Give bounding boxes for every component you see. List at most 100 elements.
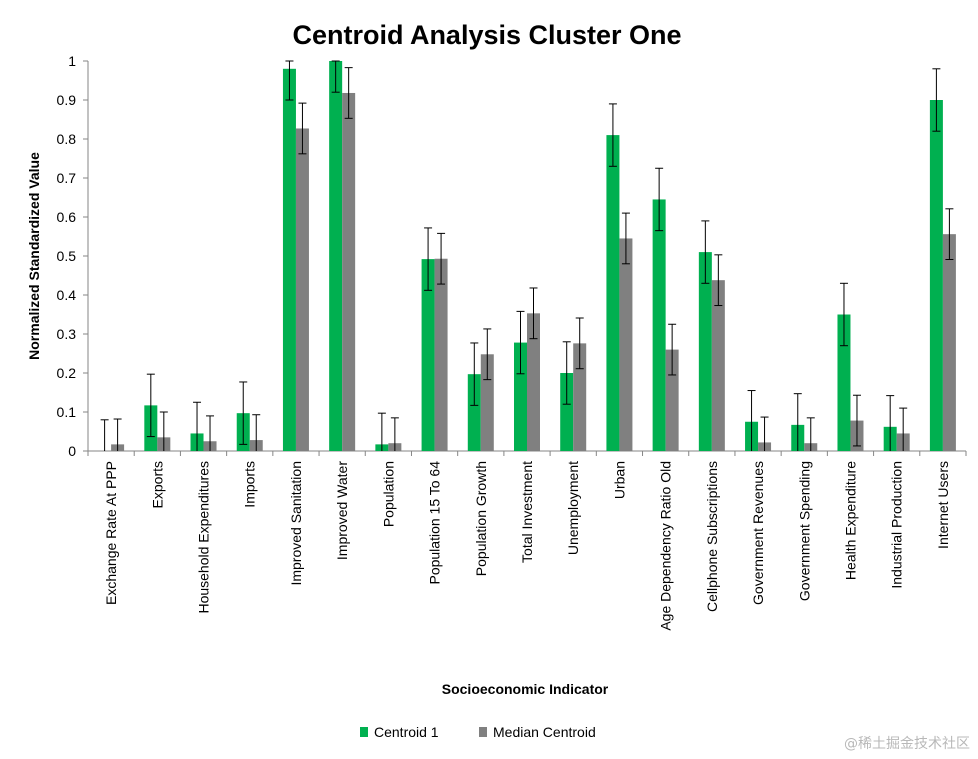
bar [619, 238, 633, 451]
y-tick-label: 0.8 [57, 131, 77, 147]
bar [434, 258, 448, 451]
bar [573, 343, 587, 451]
bar [342, 92, 356, 451]
y-tick-label: 0.5 [57, 248, 77, 264]
legend-item: Centroid 1 [360, 724, 439, 740]
bar [711, 280, 725, 451]
x-category-label: Population [380, 461, 396, 527]
error-bar [239, 381, 248, 445]
error-bar [470, 342, 479, 406]
bar [560, 373, 574, 451]
error-bar [886, 395, 895, 451]
error-bar [760, 416, 769, 451]
error-bar [252, 414, 261, 451]
x-category-label: Government Revenues [750, 461, 766, 605]
x-axis-title: Socioeconomic Indicator [442, 681, 609, 697]
error-bar [331, 60, 340, 93]
bar [514, 342, 527, 451]
legend-label: Centroid 1 [374, 724, 439, 740]
error-bar [437, 232, 446, 285]
bar [329, 61, 343, 451]
error-bar [159, 411, 168, 451]
error-bar [608, 103, 617, 167]
error-bar [390, 417, 399, 451]
legend-swatch [479, 727, 487, 737]
error-bar [701, 220, 710, 284]
error-bar [562, 341, 571, 405]
x-category-label: Improved Sanitation [288, 461, 304, 586]
error-bar [100, 419, 109, 451]
error-bar [529, 287, 538, 340]
legend: Centroid 1 Median Centroid [360, 724, 596, 740]
error-bar [852, 394, 861, 447]
bar [929, 100, 943, 451]
bar [295, 128, 309, 451]
x-category-label: Population Growth [473, 461, 489, 576]
bar [698, 252, 712, 451]
error-bar [621, 212, 630, 265]
x-category-label: Unemployment [565, 461, 581, 555]
y-tick-label: 0.2 [57, 365, 77, 381]
error-bar [285, 60, 294, 101]
error-bar [806, 417, 815, 451]
bar [527, 313, 540, 451]
x-category-label: Total Investment [519, 461, 535, 563]
error-bar [206, 415, 215, 451]
error-bar [668, 323, 677, 376]
error-bar [193, 401, 202, 451]
y-tick-label: 0.7 [57, 170, 77, 186]
x-category-label: Imports [242, 461, 258, 508]
bar [480, 354, 494, 451]
bar [467, 374, 481, 451]
error-bar [344, 67, 353, 119]
x-category-label: Exports [149, 461, 165, 508]
y-tick-label: 0 [68, 443, 76, 459]
x-category-label: Age Dependency Ratio Old [658, 461, 674, 631]
plot-area: 0 0.1 0.2 0.3 0.4 0.5 0.6 0.7 0.8 0.9 1 Exchange Ra… [57, 53, 967, 631]
x-category-label: Industrial Production [889, 461, 905, 589]
error-bar [113, 418, 122, 451]
error-bar [377, 412, 386, 451]
legend-item: Median Centroid [479, 724, 596, 740]
error-bar [747, 390, 756, 451]
y-tick-label: 0.9 [57, 92, 77, 108]
error-bar [483, 328, 492, 381]
error-bar [945, 208, 954, 261]
x-category-label: Exchange Rate At PPP [103, 461, 119, 605]
y-tick-label: 1 [68, 53, 76, 69]
error-bar [899, 407, 908, 451]
x-category-label: Cellphone Subscriptions [704, 461, 720, 612]
y-tick-label: 0.6 [57, 209, 77, 225]
x-category-label: Internet Users [935, 461, 951, 549]
x-category-label: Improved Water [334, 461, 350, 560]
legend-swatch [360, 727, 368, 737]
error-bar [932, 68, 941, 132]
error-bar [424, 227, 433, 291]
watermark: @稀土掘金技术社区 [844, 736, 970, 752]
error-bar [655, 167, 664, 232]
x-category-label: Household Expenditures [196, 461, 212, 614]
error-bar [793, 393, 802, 451]
x-category-label: Health Expenditure [842, 461, 858, 580]
y-tick-label: 0.4 [57, 287, 77, 303]
bar [942, 234, 956, 451]
error-bar [575, 317, 584, 370]
bar [837, 314, 851, 451]
legend-label: Median Centroid [493, 724, 596, 740]
y-tick-label: 0.1 [57, 404, 77, 420]
bar [421, 259, 435, 451]
y-tick-label: 0.3 [57, 326, 77, 342]
x-category-label: Population 15 To 64 [427, 461, 443, 585]
x-category-label: Government Spending [796, 461, 812, 601]
error-bar [298, 102, 307, 155]
chart-title: Centroid Analysis Cluster One [292, 20, 681, 50]
error-bar [146, 373, 155, 438]
bar [652, 199, 666, 451]
bar [606, 135, 620, 451]
bar [282, 68, 296, 452]
error-bar [516, 310, 525, 375]
y-axis-title: Normalized Standardized Value [26, 152, 42, 360]
error-bar [839, 282, 848, 347]
x-category-label: Urban [611, 461, 627, 499]
